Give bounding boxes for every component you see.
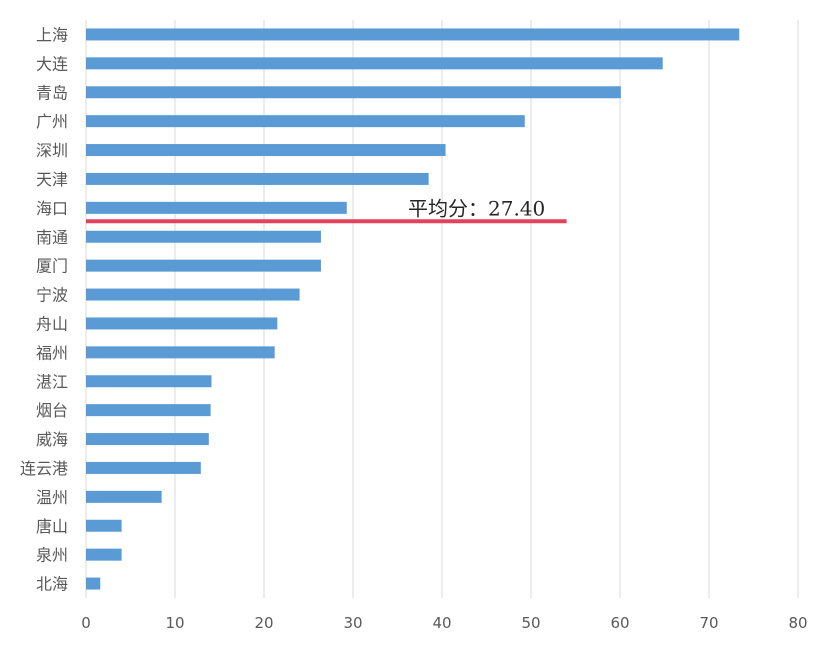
bar [86, 57, 663, 70]
category-label: 泉州 [36, 546, 68, 565]
category-label: 天津 [36, 170, 68, 189]
bar [86, 115, 525, 128]
bars [86, 28, 740, 590]
x-tick-label: 0 [81, 614, 91, 632]
category-label: 威海 [36, 430, 68, 449]
bar [86, 548, 122, 561]
x-tick-label: 70 [699, 614, 718, 632]
bar [86, 346, 275, 359]
x-tick-label: 10 [165, 614, 184, 632]
category-label: 舟山 [36, 314, 68, 333]
bar [86, 490, 162, 503]
bar [86, 404, 211, 417]
x-tick-labels: 0 10 20 30 40 50 60 70 80 [81, 614, 807, 632]
x-tick-label: 20 [254, 614, 273, 632]
bar [86, 172, 429, 185]
average-label: 平均分：27.40 [408, 196, 545, 220]
category-label: 温州 [36, 488, 68, 507]
bar [86, 144, 446, 157]
bar [86, 375, 212, 388]
x-tick-label: 80 [788, 614, 807, 632]
bar [86, 577, 101, 590]
bar [86, 461, 201, 474]
category-label: 湛江 [36, 372, 68, 391]
category-label: 连云港 [20, 459, 68, 478]
bar [86, 28, 740, 41]
category-label: 上海 [36, 25, 68, 44]
category-label: 青岛 [36, 83, 68, 102]
category-label: 唐山 [36, 517, 68, 536]
x-tick-label: 40 [432, 614, 451, 632]
bar [86, 519, 122, 532]
category-label: 宁波 [36, 286, 68, 305]
bar [86, 86, 621, 99]
category-label: 大连 [36, 54, 68, 73]
bar [86, 433, 209, 446]
category-label: 海口 [36, 199, 68, 218]
category-labels: 上海大连青岛广州深圳天津海口南通厦门宁波舟山福州湛江烟台威海连云港温州唐山泉州北… [20, 25, 68, 593]
category-label: 北海 [36, 575, 68, 594]
bar [86, 288, 300, 301]
category-label: 广州 [36, 112, 68, 131]
bar [86, 317, 278, 330]
category-label: 深圳 [36, 141, 68, 160]
category-label: 厦门 [36, 257, 68, 276]
x-tick-label: 30 [343, 614, 362, 632]
x-tick-label: 50 [521, 614, 540, 632]
bar [86, 230, 321, 243]
bar [86, 201, 347, 214]
category-label: 烟台 [36, 401, 68, 420]
grid-lines [85, 20, 799, 598]
category-label: 福州 [36, 343, 68, 362]
bar [86, 259, 321, 272]
x-tick-label: 60 [610, 614, 629, 632]
category-label: 南通 [36, 228, 68, 247]
